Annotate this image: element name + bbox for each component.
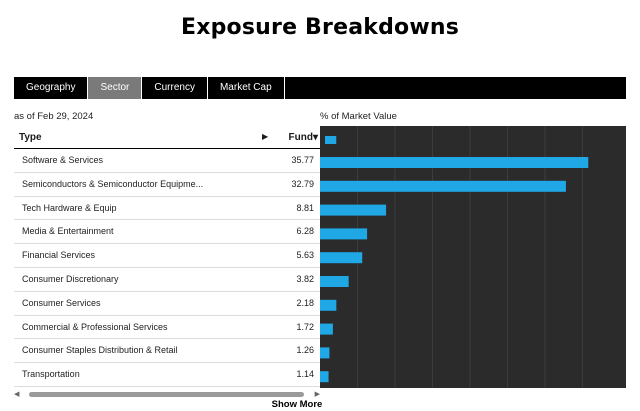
bar-3[interactable] (320, 204, 387, 216)
bar-10[interactable] (320, 371, 329, 383)
expand-arrow-icon[interactable]: ▶ (262, 132, 269, 141)
row-type: Tech Hardware & Equip (22, 202, 117, 213)
row-fund-value: 5.63 (296, 250, 314, 261)
bar-8[interactable] (320, 323, 333, 335)
table-row: Transportation 1.14 (14, 363, 320, 387)
row-type: Media & Entertainment (22, 226, 114, 237)
fund-label: Fund (288, 132, 313, 143)
scroll-left-arrow-icon[interactable]: ◀ (14, 391, 20, 398)
bar-1[interactable] (320, 157, 589, 168)
horizontal-scrollbar[interactable]: ◀ ▶ (14, 391, 320, 398)
row-fund-value: 3.82 (296, 273, 314, 284)
row-fund-value: 1.14 (296, 369, 314, 380)
row-fund-value: 2.18 (296, 297, 314, 308)
table-row: Tech Hardware & Equip 8.81 (14, 197, 320, 221)
as-of-date: as of Feb 29, 2024 (14, 111, 94, 122)
row-type: Commercial & Professional Services (22, 321, 168, 332)
tab-bar: Geography Sector Currency Market Cap (14, 77, 626, 99)
row-fund-value: 6.28 (296, 226, 314, 237)
row-type: Financial Services (22, 250, 96, 261)
show-more-button[interactable]: Show More (271, 399, 323, 410)
exposure-table: Type ▶ Fund▾ Software & Services 35.77 Se… (14, 126, 320, 387)
table-row: Financial Services 5.63 (14, 244, 320, 268)
table-header: Type ▶ Fund▾ (14, 126, 320, 149)
table-row: Media & Entertainment 6.28 (14, 220, 320, 245)
table-row: Consumer Staples Distribution & Retail 1.… (14, 339, 320, 364)
bar-4[interactable] (320, 228, 368, 240)
row-type: Semiconductors & Semiconductor Equipme..… (22, 178, 204, 189)
bar-5[interactable] (320, 252, 363, 264)
row-type: Consumer Discretionary (22, 273, 119, 284)
market-value-label: % of Market Value (320, 111, 397, 122)
scrollbar-thumb[interactable] (29, 392, 304, 397)
scroll-right-arrow-icon[interactable]: ▶ (314, 391, 320, 398)
page-title: Exposure Breakdowns (180, 15, 460, 40)
row-fund-value: 32.79 (291, 178, 314, 189)
tab-market-cap[interactable]: Market Cap (208, 77, 285, 99)
market-value-bar-chart (320, 126, 626, 388)
tab-currency[interactable]: Currency (142, 77, 208, 99)
column-header-type: Type (19, 132, 42, 143)
table-row: Consumer Discretionary 3.82 (14, 268, 320, 292)
row-type: Consumer Services (22, 297, 101, 308)
row-fund-value: 35.77 (291, 155, 314, 165)
row-type: Consumer Staples Distribution & Retail (22, 345, 178, 356)
tab-geography[interactable]: Geography (14, 77, 89, 99)
table-row: Commercial & Professional Services 1.72 (14, 316, 320, 340)
row-type: Software & Services (22, 155, 104, 165)
tab-sector[interactable]: Sector (88, 77, 143, 99)
row-fund-value: 1.72 (296, 321, 314, 332)
row-fund-value: 8.81 (296, 202, 314, 213)
table-row: Semiconductors & Semiconductor Equipme..… (14, 173, 320, 197)
bar-2[interactable] (320, 180, 566, 192)
sort-desc-icon: ▾ (312, 132, 318, 143)
column-header-fund[interactable]: Fund▾ (289, 132, 318, 143)
bar-9[interactable] (320, 347, 330, 359)
bar-chart-svg (320, 126, 589, 388)
bar-6[interactable] (320, 276, 349, 287)
bar-7[interactable] (320, 299, 337, 311)
header-bar (325, 136, 337, 144)
row-type: Transportation (22, 369, 80, 380)
table-row: Consumer Services 2.18 (14, 292, 320, 316)
row-fund-value: 1.26 (296, 345, 314, 356)
table-row: Software & Services 35.77 (14, 149, 320, 173)
